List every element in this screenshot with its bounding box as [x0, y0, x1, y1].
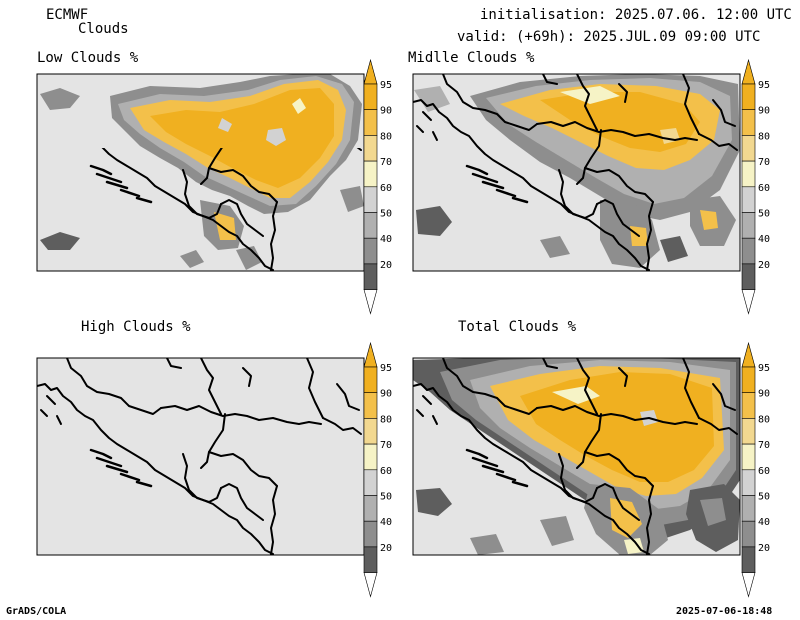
colorbar-label: 20 — [380, 260, 392, 271]
colorbar-box — [363, 495, 378, 522]
colorbar-label: 20 — [758, 543, 770, 554]
colorbar-box — [741, 109, 756, 136]
colorbar-box — [741, 469, 756, 496]
colorbar-label: 80 — [380, 414, 392, 425]
colorbar-box — [363, 83, 378, 111]
colorbar-box — [363, 237, 378, 265]
colorbar-label: 40 — [380, 517, 392, 528]
colorbar-low: 95 90 80 70 60 50 40 20 — [363, 58, 392, 315]
colorbar-label: 20 — [380, 543, 392, 554]
colorbar-label: 60 — [380, 466, 392, 477]
colorbar-box — [363, 212, 378, 239]
panel-frame — [412, 73, 741, 272]
colorbar-label: 80 — [380, 131, 392, 142]
cloud-field-middle — [414, 74, 740, 268]
colorbar-label: 50 — [758, 492, 770, 503]
colorbar-label: 40 — [758, 517, 770, 528]
colorbar-label: 60 — [758, 466, 770, 477]
colorbar-label: 95 — [380, 80, 392, 91]
colorbar-box — [363, 186, 378, 213]
colorbar-box — [741, 366, 756, 394]
colorbar-box — [741, 160, 756, 188]
colorbar-box — [741, 186, 756, 213]
colorbar-total: 95 90 80 70 60 50 40 20 — [741, 341, 770, 598]
colorbar-box — [741, 83, 756, 111]
footer-credit: GrADS/COLA — [6, 606, 67, 617]
panel-title-total: Total Clouds % — [458, 319, 577, 335]
colorbar-top-arrow — [363, 341, 378, 368]
colorbar-box — [363, 109, 378, 136]
colorbar-box — [363, 469, 378, 496]
colorbar-label: 70 — [758, 157, 770, 168]
colorbar-box — [741, 263, 756, 290]
colorbar-box — [363, 263, 378, 290]
colorbar-box — [363, 160, 378, 188]
colorbar-top-arrow — [741, 341, 756, 368]
colorbar-box — [741, 135, 756, 162]
colorbar-label: 60 — [758, 183, 770, 194]
panel-title-middle: Midlle Clouds % — [408, 50, 535, 66]
colorbar-label: 70 — [380, 440, 392, 451]
colorbar-box — [363, 443, 378, 471]
colorbar-box — [741, 495, 756, 522]
colorbar-box — [741, 418, 756, 445]
colorbar-bottom-arrow — [741, 289, 756, 315]
colorbar-label: 90 — [758, 106, 770, 117]
colorbar-bottom-arrow — [363, 572, 378, 598]
colorbar-label: 95 — [380, 363, 392, 374]
panel-title-low: Low Clouds % — [37, 50, 139, 66]
colorbar-box — [741, 392, 756, 419]
panel-high-clouds — [36, 357, 365, 556]
valid-time: valid: (+69h): 2025.JUL.09 09:00 UTC — [457, 29, 761, 45]
colorbar-box — [363, 366, 378, 394]
colorbar-box — [741, 520, 756, 548]
colorbar-label: 20 — [758, 260, 770, 271]
footer-timestamp: 2025-07-06-18:48 — [676, 606, 773, 617]
colorbar-box — [363, 418, 378, 445]
colorbar-label: 40 — [758, 234, 770, 245]
product-name: Clouds — [78, 21, 129, 37]
colorbar-label: 90 — [380, 106, 392, 117]
cloud-field-low — [40, 74, 364, 270]
colorbar-label: 50 — [758, 209, 770, 220]
colorbar-label: 90 — [758, 389, 770, 400]
colorbar-label: 50 — [380, 209, 392, 220]
panel-total-clouds — [412, 357, 741, 556]
colorbar-box — [741, 443, 756, 471]
panel-frame — [412, 357, 741, 556]
colorbar-box — [741, 546, 756, 573]
colorbar-top-arrow — [741, 58, 756, 85]
colorbar-box — [363, 520, 378, 548]
colorbar-label: 90 — [380, 389, 392, 400]
colorbar-high: 95 90 80 70 60 50 40 20 — [363, 341, 392, 598]
colorbar-label: 95 — [758, 363, 770, 374]
colorbar-middle: 95 90 80 70 60 50 40 20 — [741, 58, 770, 315]
colorbar-bottom-arrow — [741, 572, 756, 598]
colorbar-box — [363, 135, 378, 162]
colorbar-label: 80 — [758, 414, 770, 425]
model-name: ECMWF — [46, 7, 89, 23]
panel-middle-clouds — [412, 73, 741, 272]
colorbar-label: 70 — [380, 157, 392, 168]
colorbar-box — [741, 212, 756, 239]
colorbar-label: 60 — [380, 183, 392, 194]
colorbar-label: 50 — [380, 492, 392, 503]
cloud-field-total — [413, 358, 740, 555]
colorbar-bottom-arrow — [363, 289, 378, 315]
colorbar-label: 70 — [758, 440, 770, 451]
init-time: initialisation: 2025.07.06. 12:00 UTC — [480, 7, 792, 23]
colorbar-top-arrow — [363, 58, 378, 85]
panel-low-clouds — [36, 73, 365, 272]
map-background — [37, 358, 364, 555]
colorbar-label: 80 — [758, 131, 770, 142]
colorbar-box — [741, 237, 756, 265]
panel-title-high: High Clouds % — [81, 319, 191, 335]
colorbar-label: 40 — [380, 234, 392, 245]
colorbar-box — [363, 546, 378, 573]
colorbar-box — [363, 392, 378, 419]
colorbar-label: 95 — [758, 80, 770, 91]
